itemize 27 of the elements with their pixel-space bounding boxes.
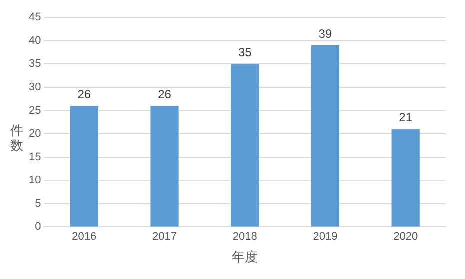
bar — [311, 46, 340, 227]
y-tick-label: 5 — [35, 198, 42, 210]
y-tick-label: 45 — [28, 12, 42, 24]
y-tick-label: 15 — [28, 151, 42, 164]
data-label: 26 — [158, 87, 172, 102]
x-axis-title: 年度 — [232, 250, 258, 266]
y-tick-label: 0 — [35, 221, 42, 234]
y-tick-label: 25 — [28, 104, 42, 117]
bar — [392, 129, 420, 227]
y-tick-label: 10 — [28, 174, 42, 187]
x-tick-label: 2019 — [313, 230, 338, 243]
y-tick-label: 20 — [28, 128, 42, 140]
x-tick-label: 2016 — [72, 230, 97, 243]
data-label: 35 — [238, 45, 252, 60]
data-label: 26 — [78, 87, 92, 102]
bar — [231, 64, 260, 227]
x-tick-label: 2020 — [394, 230, 418, 243]
y-tick-label: 30 — [28, 82, 42, 94]
y-tick-label: 35 — [28, 58, 42, 70]
data-label: 21 — [399, 110, 413, 125]
y-tick-label: 40 — [28, 34, 42, 47]
bar — [70, 106, 98, 227]
x-tick-label: 2018 — [232, 230, 258, 243]
y-axis-title: 件数 — [10, 124, 24, 154]
bar — [150, 106, 179, 227]
x-tick-label: 2017 — [152, 230, 178, 243]
data-label: 39 — [318, 26, 332, 41]
